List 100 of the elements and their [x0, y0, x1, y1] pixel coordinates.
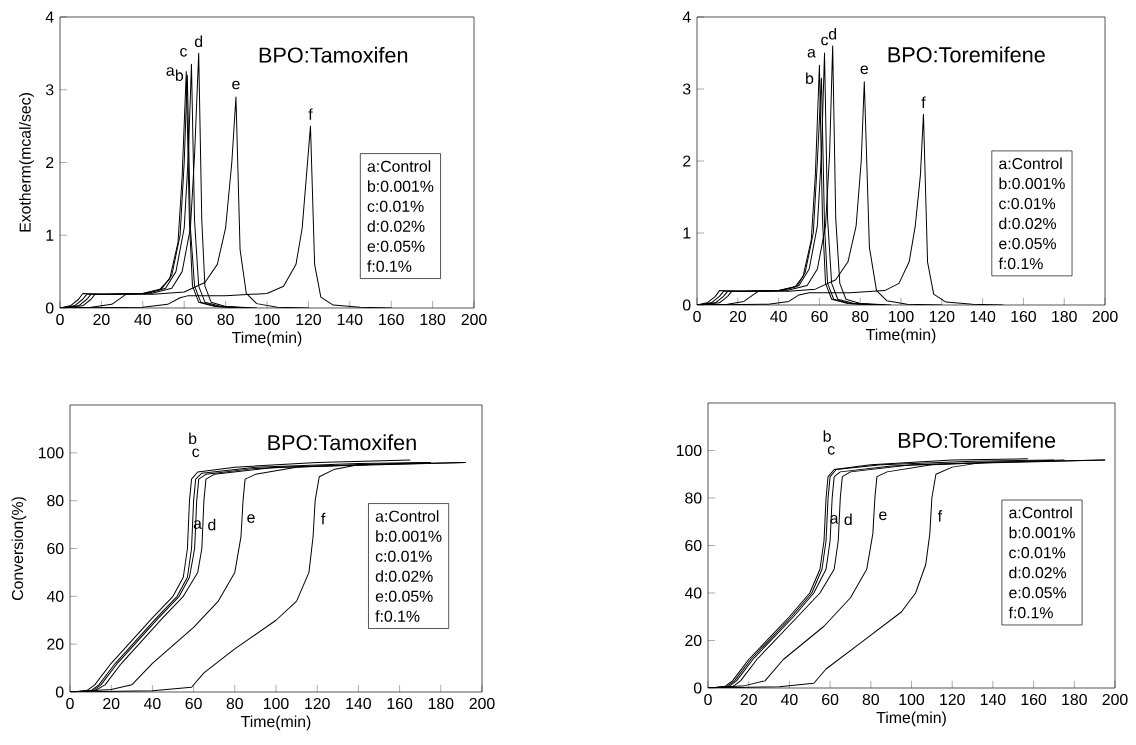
annotation: f:0.1%	[375, 610, 420, 622]
x-tick-label: 180	[420, 313, 446, 326]
annotation: b:0.001%	[376, 530, 442, 542]
text: BPO:Tamoxifen	[268, 434, 416, 451]
text: BPO:Toremifene	[898, 432, 1056, 448]
annotation: d:0.02%	[999, 217, 1056, 230]
y-tick-label: 100	[38, 447, 64, 459]
annotation: a:Control	[367, 160, 431, 172]
series-label: d	[194, 35, 203, 48]
x-tick-label: 100	[264, 697, 289, 710]
x-tick-label: 60	[176, 313, 193, 326]
x-tick-label: 140	[980, 693, 1006, 706]
series-label: c	[180, 47, 187, 57]
series-label: e	[879, 511, 887, 521]
text: BPO:Tamoxifen	[259, 46, 408, 63]
x-tick-label: 160	[1011, 310, 1036, 323]
x-tick-label: 40	[134, 313, 151, 326]
x-axis-title: Time(min)	[876, 711, 946, 727]
series-label: b	[175, 69, 184, 82]
series-label: e	[247, 514, 255, 523]
y-tick-label: 40	[684, 587, 702, 599]
x-tick-label: 40	[143, 697, 161, 710]
y-tick-label: 20	[47, 638, 64, 650]
y-tick-label: 4	[682, 11, 691, 23]
x-tick-label: 20	[729, 310, 746, 323]
series-label: b	[823, 430, 831, 442]
series-label: a	[830, 515, 839, 524]
y-tick-label: 20	[685, 634, 702, 647]
y-tick-label: 0	[682, 299, 691, 311]
annotation: b:0.001%	[368, 180, 434, 192]
x-tick-label: 80	[217, 313, 234, 326]
annotation: c:0.01%	[1009, 547, 1066, 559]
annotation: f:0.1%	[367, 260, 412, 272]
x-tick-label: 80	[226, 697, 243, 710]
annotation: c:0.01%	[375, 550, 432, 562]
x-tick-label: 200	[1092, 310, 1118, 323]
annotation: e:0.05%	[999, 237, 1056, 250]
x-tick-label: 200	[469, 697, 495, 710]
y-axis-title: Exotherm(mcal/sec)	[19, 93, 34, 232]
x-tick-label: 60	[811, 310, 828, 323]
x-tick-label: 0	[704, 693, 712, 706]
y-tick-label: 80	[47, 495, 64, 507]
series-label: c	[192, 448, 200, 458]
series-label: b	[806, 72, 814, 85]
series-label: f	[937, 510, 943, 522]
annotation: e:0.05%	[375, 590, 433, 602]
series-label: d	[208, 518, 216, 531]
annotation: c:0.01%	[367, 200, 424, 212]
y-axis-title: Conversion(%)	[11, 497, 27, 601]
annotation: f:0.1%	[1008, 606, 1053, 619]
x-axis-title: Time(min)	[232, 331, 302, 347]
x-tick-label: 100	[899, 693, 925, 706]
y-tick-label: 2	[683, 155, 691, 167]
y-tick-label: 1	[683, 227, 691, 239]
annotation: d:0.02%	[1009, 566, 1067, 579]
y-tick-label: 3	[45, 84, 54, 96]
series-label: a	[166, 67, 175, 76]
y-tick-label: 60	[47, 542, 64, 555]
series-label: d	[828, 27, 837, 40]
x-tick-label: 180	[1062, 693, 1087, 706]
annotation: a:Control	[1009, 506, 1072, 519]
x-tick-label: 100	[255, 313, 280, 326]
annotation: c:0.01%	[999, 197, 1056, 210]
x-tick-label: 20	[103, 697, 120, 710]
x-tick-label: 40	[780, 693, 798, 706]
series-label: a	[807, 48, 816, 58]
x-tick-label: 60	[822, 693, 839, 706]
x-tick-label: 180	[428, 697, 454, 710]
x-tick-label: 120	[296, 313, 321, 326]
x-tick-label: 140	[337, 313, 363, 326]
x-tick-label: 160	[387, 697, 413, 710]
y-tick-label: 3	[682, 83, 691, 95]
series-label: f	[308, 108, 313, 120]
y-tick-label: 0	[45, 302, 54, 314]
x-tick-label: 180	[1052, 310, 1077, 323]
y-tick-label: 0	[693, 682, 702, 694]
y-tick-label: 4	[45, 11, 54, 23]
y-tick-label: 100	[676, 444, 702, 457]
annotation: b:0.001%	[1009, 526, 1075, 539]
x-tick-label: 120	[929, 310, 955, 323]
x-tick-label: 200	[1102, 693, 1128, 706]
x-tick-label: 0	[66, 697, 74, 710]
series-label: c	[827, 446, 835, 455]
x-tick-label: 120	[940, 693, 965, 706]
x-tick-label: 100	[889, 310, 914, 323]
x-tick-label: 80	[852, 310, 869, 323]
series-label: e	[232, 80, 240, 90]
series-label: e	[860, 65, 868, 75]
series-label: f	[321, 512, 326, 525]
annotation: f:0.1%	[998, 257, 1043, 270]
annotation: e:0.05%	[367, 240, 425, 252]
x-tick-label: 20	[740, 693, 757, 706]
annotation: e:0.05%	[1009, 587, 1067, 599]
x-axis-title: Time(min)	[866, 328, 936, 344]
annotation: d:0.02%	[367, 220, 425, 232]
y-tick-label: 40	[46, 590, 64, 602]
series-label: f	[921, 96, 926, 108]
x-tick-label: 160	[379, 313, 404, 326]
x-axis-title: Time(min)	[241, 715, 311, 731]
y-tick-label: 80	[685, 492, 702, 504]
